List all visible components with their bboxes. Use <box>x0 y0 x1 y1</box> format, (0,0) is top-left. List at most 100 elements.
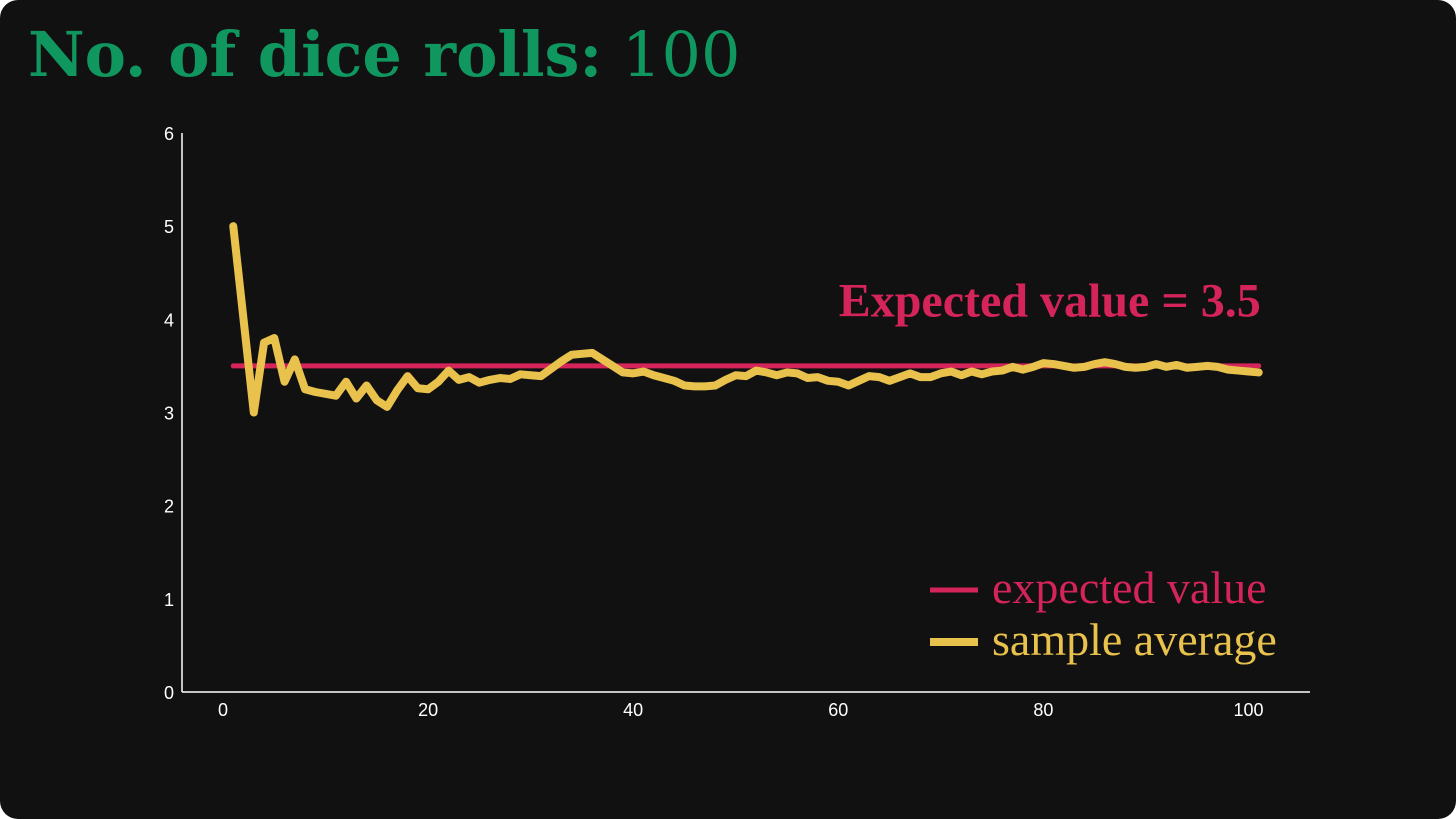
sample-average-point-38 <box>609 362 617 370</box>
sample-average-point-9 <box>311 388 319 396</box>
sample-average-point-52 <box>752 366 760 375</box>
y-tick-label-5: 5 <box>164 217 174 237</box>
sample-average-point-82 <box>1060 362 1068 370</box>
sample-average-point-68 <box>916 373 924 381</box>
sample-average-point-94 <box>1183 364 1191 372</box>
sample-average-point-21 <box>434 378 442 386</box>
sample-average-point-6 <box>280 378 289 386</box>
sample-average-point-92 <box>1162 363 1171 371</box>
sample-average-point-59 <box>824 377 832 385</box>
sample-average-point-73 <box>968 367 976 376</box>
sample-average-point-2 <box>239 315 248 323</box>
expected-value-annotation: Expected value = 3.5 <box>839 275 1261 328</box>
sample-average-point-11 <box>332 392 340 400</box>
sample-average-point-19 <box>414 384 422 392</box>
sample-average-point-42 <box>650 371 658 379</box>
sample-average-point-16 <box>383 403 391 411</box>
sample-average-point-65 <box>885 377 894 385</box>
sample-average-point-55 <box>783 368 791 377</box>
sample-average-point-67 <box>906 369 914 377</box>
sample-average-point-64 <box>875 373 883 381</box>
sample-average-point-74 <box>978 370 986 378</box>
sample-average-point-56 <box>793 369 801 377</box>
sample-average-point-91 <box>1152 360 1160 368</box>
sample-average-point-26 <box>486 376 494 384</box>
sample-average-point-1 <box>229 222 237 230</box>
x-tick-label-40: 40 <box>623 700 643 720</box>
legend-expected-value-label: expected value <box>992 562 1267 613</box>
sample-average-point-29 <box>516 370 525 378</box>
sample-average-point-69 <box>926 373 935 381</box>
sample-average-point-30 <box>527 371 535 379</box>
sample-average-point-58 <box>814 373 822 381</box>
sample-average-point-41 <box>639 367 648 376</box>
sample-average-point-3 <box>250 408 258 417</box>
sample-average-point-5 <box>270 334 278 342</box>
sample-average-point-47 <box>701 382 709 391</box>
dice-rolls-count: 100 <box>622 18 741 91</box>
sample-average-point-76 <box>998 366 1006 375</box>
sample-average-point-81 <box>1050 360 1058 368</box>
sample-average-point-87 <box>1111 360 1119 368</box>
sample-average-point-60 <box>834 378 842 386</box>
sample-average-point-15 <box>373 396 381 404</box>
sample-average-point-66 <box>896 373 904 381</box>
sample-average-point-51 <box>742 372 750 380</box>
x-tick-label-60: 60 <box>828 700 848 720</box>
sample-average-point-101 <box>1255 368 1263 377</box>
sample-average-point-33 <box>557 357 566 365</box>
sample-average-point-53 <box>762 368 771 377</box>
x-tick-label-20: 20 <box>418 700 438 720</box>
sample-average-point-86 <box>1101 358 1109 366</box>
sample-average-point-84 <box>1080 363 1088 371</box>
x-tick-label-100: 100 <box>1233 700 1263 720</box>
sample-average-point-34 <box>568 351 576 359</box>
sample-average-point-100 <box>1244 367 1253 376</box>
sample-average-point-46 <box>691 382 699 391</box>
sample-average-point-22 <box>445 366 453 375</box>
y-tick-label-0: 0 <box>164 683 174 703</box>
sample-average-point-23 <box>455 376 463 384</box>
sample-average-point-17 <box>393 386 401 394</box>
page-title: No. of dice rolls: 100 <box>28 18 740 92</box>
sample-average-point-83 <box>1070 364 1078 372</box>
sample-average-point-88 <box>1121 363 1130 371</box>
sample-average-point-44 <box>670 377 678 385</box>
y-tick-label-1: 1 <box>164 590 174 610</box>
sample-average-point-78 <box>1019 366 1027 374</box>
sample-average-point-49 <box>721 376 730 384</box>
sample-average-point-39 <box>619 368 627 377</box>
sample-average-point-40 <box>629 369 637 377</box>
sample-average-point-62 <box>855 377 863 385</box>
sample-average-point-85 <box>1091 360 1099 368</box>
sample-average-point-4 <box>260 339 268 347</box>
sample-average-point-28 <box>506 375 514 383</box>
sample-average-point-63 <box>865 372 873 380</box>
sample-average-point-98 <box>1224 366 1232 374</box>
y-tick-label-3: 3 <box>164 404 174 424</box>
x-tick-label-80: 80 <box>1033 700 1053 720</box>
sample-average-point-12 <box>342 378 350 386</box>
sample-average-point-43 <box>660 374 668 382</box>
sample-average-point-32 <box>547 365 555 373</box>
sample-average-point-48 <box>711 381 719 390</box>
sample-average-point-37 <box>598 355 607 363</box>
sample-average-point-89 <box>1132 364 1140 372</box>
sample-average-point-24 <box>465 373 473 381</box>
sample-average-point-77 <box>1009 363 1017 371</box>
sample-average-point-61 <box>844 381 853 390</box>
sample-average-point-18 <box>404 372 412 380</box>
sample-average-point-10 <box>321 390 330 398</box>
sample-average-point-54 <box>773 371 781 379</box>
sample-average-point-99 <box>1234 366 1242 375</box>
sample-average-point-45 <box>680 381 689 390</box>
sample-average-point-97 <box>1214 363 1222 371</box>
sample-average-point-14 <box>362 381 371 390</box>
sample-average-point-93 <box>1173 361 1181 369</box>
sample-average-point-8 <box>301 385 309 393</box>
sample-average-point-27 <box>496 374 504 382</box>
x-tick-label-0: 0 <box>218 700 228 720</box>
sample-average-point-35 <box>578 350 586 358</box>
sample-average-point-95 <box>1193 363 1201 371</box>
